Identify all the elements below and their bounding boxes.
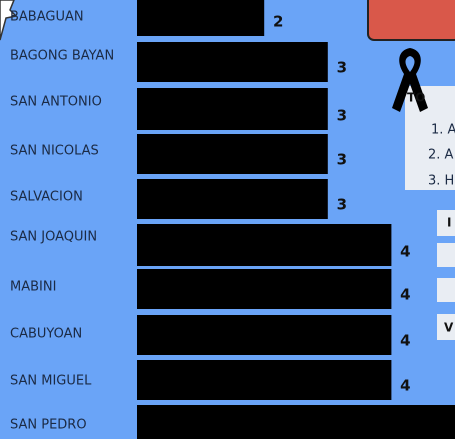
value-label: 3 bbox=[337, 59, 347, 77]
category-label: SAN JOAQUIN bbox=[10, 230, 97, 245]
page: {"chart_data": {"type": "bar", "orientat… bbox=[0, 0, 455, 439]
value-label: 4 bbox=[400, 332, 410, 350]
row-box bbox=[437, 210, 455, 236]
panel-item: 3. H bbox=[428, 174, 454, 189]
category-label: SAN ANTONIO bbox=[10, 95, 102, 110]
panel-row: I bbox=[447, 216, 451, 230]
bar bbox=[137, 405, 455, 439]
value-label: 2 bbox=[273, 13, 283, 31]
panel-row: V bbox=[444, 321, 454, 335]
category-label: SAN NICOLAS bbox=[10, 144, 99, 159]
value-label: 4 bbox=[400, 377, 410, 395]
row-box bbox=[437, 278, 455, 302]
value-label: 3 bbox=[337, 107, 347, 125]
value-label: 3 bbox=[337, 151, 347, 169]
panel-item: 1. A bbox=[431, 123, 455, 138]
bar bbox=[137, 42, 328, 82]
category-label: CABUYOAN bbox=[10, 327, 82, 342]
value-label: 3 bbox=[337, 196, 347, 214]
value-label: 4 bbox=[400, 286, 410, 304]
bar bbox=[137, 315, 391, 355]
value-label: 4 bbox=[400, 243, 410, 261]
bar bbox=[137, 0, 264, 36]
infographic: TO 1. A 2. A 3. H I V BABAGUAN 2 BAGONG BA… bbox=[0, 0, 455, 439]
category-label: BAGONG BAYAN bbox=[10, 49, 114, 64]
category-label: SALVACION bbox=[10, 190, 83, 205]
category-label: BABAGUAN bbox=[10, 10, 84, 25]
bar bbox=[137, 134, 328, 174]
category-label: SAN MIGUEL bbox=[10, 374, 92, 389]
panel-item: 2. A bbox=[428, 148, 454, 163]
row-box bbox=[437, 243, 455, 267]
bar bbox=[137, 88, 328, 130]
category-label: MABINI bbox=[10, 280, 56, 295]
panel-heading: TO bbox=[407, 91, 425, 105]
bar bbox=[137, 224, 391, 266]
category-label: SAN PEDRO bbox=[10, 418, 87, 433]
bar bbox=[137, 269, 391, 309]
bar bbox=[137, 360, 391, 400]
bar bbox=[137, 179, 328, 219]
header-box bbox=[368, 0, 455, 40]
